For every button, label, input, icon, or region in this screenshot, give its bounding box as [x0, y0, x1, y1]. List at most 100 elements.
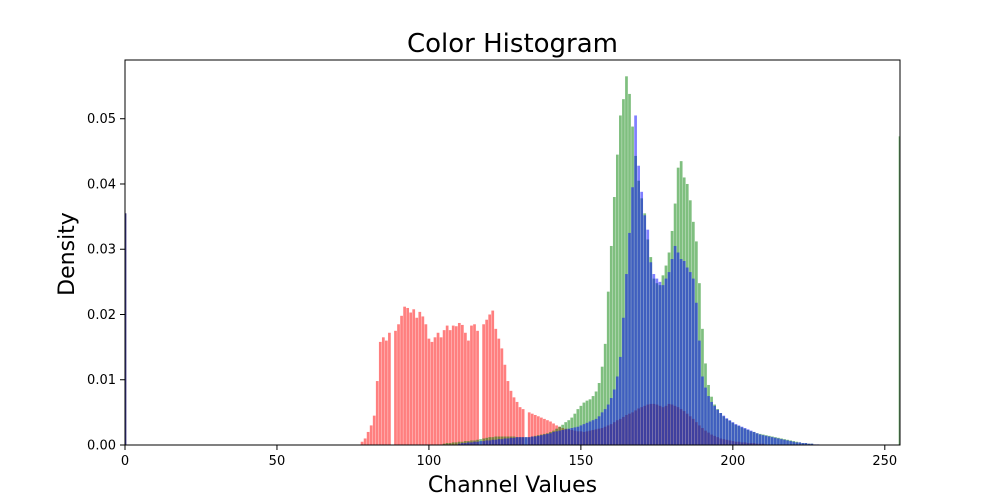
- histogram-bar: [543, 434, 546, 445]
- histogram-bar: [503, 438, 507, 445]
- histogram-bar: [540, 417, 543, 445]
- histogram-bar: [585, 422, 589, 445]
- histogram-bar: [427, 338, 431, 445]
- x-tick-label: 150: [568, 454, 593, 469]
- histogram-bar: [464, 441, 467, 445]
- histogram-bar: [731, 422, 735, 445]
- histogram-bar: [448, 443, 452, 445]
- histogram-bar: [500, 439, 504, 445]
- histogram-bar: [795, 442, 799, 445]
- histogram-bar: [473, 441, 476, 445]
- histogram-bar: [512, 437, 516, 445]
- histogram-bar: [518, 407, 522, 445]
- histogram-bar: [615, 376, 619, 445]
- x-tick-label: 0: [121, 454, 129, 469]
- histogram-bar: [430, 341, 434, 445]
- histogram-bar: [573, 427, 577, 445]
- histogram-bar: [628, 232, 631, 445]
- histogram-bar: [719, 413, 723, 445]
- histogram-bar: [600, 412, 604, 445]
- histogram-bar: [746, 429, 750, 445]
- histogram-bar: [415, 317, 419, 445]
- histogram-bar: [388, 332, 391, 445]
- histogram-bar: [536, 435, 540, 445]
- histogram-series-2: [125, 115, 820, 445]
- histogram-bar: [695, 302, 698, 445]
- histogram-bar: [509, 390, 513, 445]
- histogram-bar: [470, 325, 473, 445]
- y-tick-label: 0.05: [87, 112, 116, 127]
- histogram-bar: [442, 443, 446, 445]
- histogram-bar: [512, 397, 516, 445]
- histogram-bar: [764, 435, 768, 445]
- histogram-bar: [418, 311, 422, 445]
- histogram-bar: [485, 319, 489, 445]
- histogram-bar: [494, 328, 498, 445]
- histogram-bar: [594, 418, 598, 445]
- histogram-bar: [789, 441, 792, 445]
- histogram-bar: [728, 420, 732, 445]
- histogram-bar: [385, 340, 388, 445]
- histogram-bar: [536, 416, 540, 445]
- histogram-bar: [561, 429, 564, 445]
- histogram-bar: [625, 274, 628, 445]
- histogram-bar: [424, 324, 428, 445]
- x-tick-label: 100: [417, 454, 442, 469]
- histogram-bar: [591, 420, 595, 445]
- histogram-bar: [467, 340, 470, 445]
- histogram-bar: [473, 324, 476, 445]
- histogram-bar: [603, 343, 607, 445]
- histogram-bar: [482, 441, 485, 445]
- histogram-bar: [503, 364, 507, 445]
- histogram-series-1: [125, 76, 900, 446]
- y-tick-label: 0.04: [87, 177, 116, 192]
- histogram-bar: [898, 136, 900, 445]
- histogram-bar: [506, 381, 510, 445]
- histogram-bar: [476, 441, 479, 445]
- histogram-bar: [710, 401, 713, 445]
- histogram-bar: [454, 326, 458, 445]
- histogram-bar: [767, 436, 771, 445]
- histogram-bar: [603, 409, 607, 445]
- histogram-bar: [125, 213, 127, 445]
- bars-layer: [125, 76, 900, 446]
- y-tick-label: 0.01: [87, 373, 116, 388]
- histogram-bar: [622, 317, 625, 445]
- histogram-bar: [400, 315, 403, 445]
- histogram-bar: [467, 442, 470, 445]
- histogram-bar: [615, 154, 619, 445]
- histogram-bar: [485, 440, 489, 445]
- histogram-bar: [752, 431, 756, 445]
- histogram-bar: [707, 396, 710, 445]
- histogram-bar: [655, 278, 659, 445]
- histogram-bar: [770, 437, 774, 445]
- histogram-bar: [558, 430, 561, 445]
- histogram-bar: [363, 438, 367, 445]
- histogram-bar: [582, 424, 586, 445]
- histogram-bar: [612, 197, 616, 445]
- histogram-bar: [758, 434, 762, 445]
- histogram-bar: [734, 424, 738, 445]
- histogram-bar: [634, 115, 637, 445]
- histogram-bar: [451, 442, 455, 445]
- histogram-bar: [476, 330, 479, 445]
- histogram-bar: [360, 441, 364, 445]
- histogram-bar: [570, 428, 574, 445]
- histogram-bar: [527, 412, 531, 445]
- histogram-bar: [451, 325, 455, 445]
- histogram-bar: [488, 314, 492, 445]
- histogram-bar: [606, 404, 610, 445]
- y-axis-ticks: 0.00 0.01 0.02 0.03 0.04 0.05: [87, 112, 125, 454]
- x-axis-label: Channel Values: [428, 473, 597, 498]
- histogram-bar: [460, 443, 464, 445]
- histogram-bar: [612, 389, 616, 445]
- histogram-bar: [521, 437, 525, 445]
- histogram-bar: [798, 442, 802, 445]
- histogram-bar: [597, 416, 601, 445]
- histogram-bar: [761, 435, 765, 445]
- histogram-bar: [661, 285, 665, 445]
- histogram-bar: [625, 76, 628, 445]
- histogram-bar: [658, 281, 662, 445]
- histogram-bar: [713, 405, 716, 445]
- histogram-bar: [643, 215, 647, 445]
